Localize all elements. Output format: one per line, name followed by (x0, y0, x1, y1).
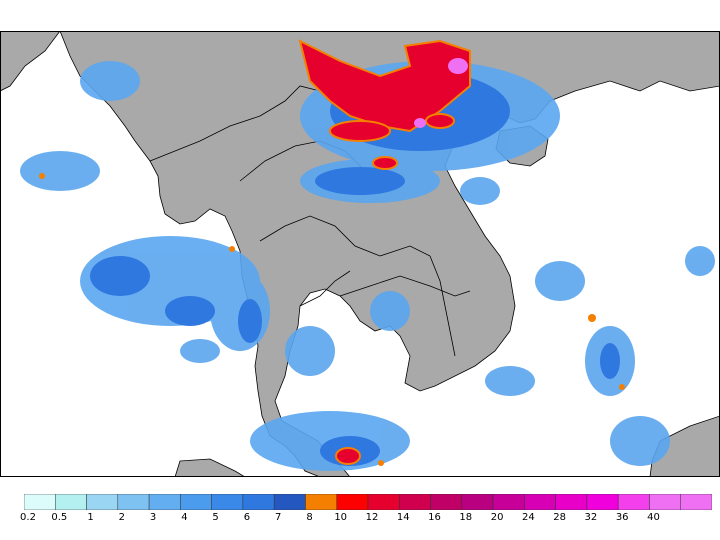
legend-tick-14: 14 (396, 512, 410, 523)
legend-swatch-40 (649, 494, 681, 510)
legend-tick-28: 28 (553, 512, 566, 523)
precip-spots (39, 173, 625, 466)
legend-swatch-24 (524, 494, 556, 510)
legend-tick-20: 20 (490, 512, 504, 523)
legend-swatch-10 (336, 494, 369, 510)
legend-tick-16: 16 (428, 512, 441, 523)
land-west-coast (0, 31, 61, 92)
legend-tick-0-2: 0.2 (20, 512, 36, 523)
precip-heavy (298, 39, 471, 465)
legend-tick-8: 8 (306, 512, 313, 523)
legend-tick-40: 40 (647, 512, 660, 523)
legend-tick-24: 24 (522, 512, 535, 523)
legend-swatch-20 (492, 494, 525, 510)
legend-swatch-36 (617, 494, 650, 510)
legend-tick-4: 4 (181, 512, 188, 523)
legend-swatch-6 (242, 494, 275, 510)
legend-swatch-0-2 (24, 494, 56, 510)
legend-swatch-18 (461, 494, 494, 510)
land-sumatra (174, 458, 246, 477)
legend-tick-2: 2 (118, 512, 125, 523)
legend-swatch-3 (148, 494, 181, 510)
legend-swatch-28 (555, 494, 588, 510)
legend-tick-6: 6 (243, 512, 251, 523)
legend-tick-0-5: 0.5 (51, 512, 68, 523)
legend-tick-10: 10 (334, 512, 348, 523)
legend-swatch-7 (273, 494, 306, 510)
legend-swatch-14 (399, 494, 431, 510)
legend-swatch-1 (86, 494, 119, 510)
legend-tick-18: 18 (459, 512, 473, 523)
legend-swatch-16 (430, 494, 463, 510)
legend-swatch-0-5 (55, 494, 87, 510)
precip-extreme (414, 58, 468, 128)
legend-tick-1: 1 (87, 512, 94, 523)
legend-tick-5: 5 (212, 512, 219, 523)
legend-colorbar (24, 494, 712, 510)
legend-swatch-2 (117, 494, 150, 510)
legend-tick-3: 3 (149, 512, 157, 523)
precipitation-map (0, 31, 720, 477)
legend-swatch-8 (305, 494, 337, 510)
legend-tick-7: 7 (275, 512, 282, 523)
legend-swatch-12 (367, 494, 400, 510)
legend-tick-32: 32 (584, 512, 598, 523)
legend-swatch-max (680, 494, 712, 510)
legend-swatch-32 (586, 494, 619, 510)
legend-swatch-5 (211, 494, 244, 510)
legend-labels: 0.2 0.5 1 2 3 4 5 6 7 8 10 12 14 16 18 20 24 28 32 36 40 (0, 512, 720, 528)
legend-tick-12: 12 (365, 512, 379, 523)
legend-tick-36: 36 (615, 512, 629, 523)
legend-swatch-4 (180, 494, 212, 510)
land-masses (0, 31, 720, 477)
